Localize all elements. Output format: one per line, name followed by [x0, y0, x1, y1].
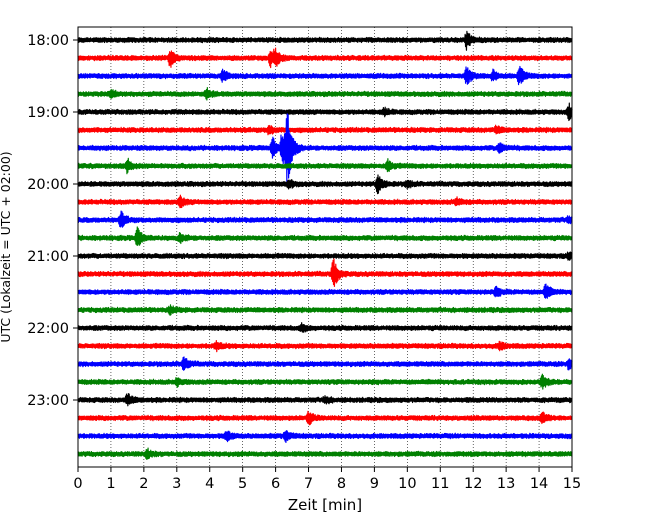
x-tick-label: 5: [238, 476, 247, 492]
y-tick-label: 21:00: [27, 249, 69, 265]
trace-2100: [77, 251, 573, 261]
x-tick-label: 7: [304, 476, 313, 492]
y-axis-ticks: 18:00 19:00 20:00 21:00 22:00 23:00: [27, 33, 78, 409]
y-axis-label: UTC (Lokalzeit = UTC + 02:00): [0, 151, 13, 342]
y-tick-label: 23:00: [27, 393, 69, 409]
trace-2000: [77, 174, 573, 195]
plot-frame: [77, 26, 573, 468]
trace-1900: [77, 102, 573, 122]
x-tick-label: 4: [205, 476, 214, 492]
trace-2030: [77, 210, 573, 228]
x-tick-label: 13: [497, 476, 515, 492]
trace-2200: [77, 322, 573, 333]
y-tick-label: 18:00: [27, 33, 69, 49]
x-tick-label: 14: [530, 476, 548, 492]
trace-2145: [77, 304, 573, 316]
trace-2345: [77, 447, 573, 460]
trace-1915: [77, 124, 573, 136]
x-axis-label: Zeit [min]: [288, 496, 362, 514]
x-tick-label: 1: [106, 476, 115, 492]
trace-2245: [77, 373, 573, 390]
x-tick-label: 9: [370, 476, 379, 492]
x-tick-label: 12: [464, 476, 482, 492]
trace-2300: [77, 393, 573, 407]
x-tick-label: 15: [563, 476, 581, 492]
y-tick-label: 19:00: [27, 105, 69, 121]
y-tick-label: 22:00: [27, 321, 69, 337]
trace-1815: [77, 47, 573, 69]
trace-1930: [77, 113, 573, 183]
trace-2315: [77, 410, 573, 426]
trace-2015: [77, 194, 573, 209]
x-tick-label: 8: [337, 476, 346, 492]
x-tick-label: 10: [398, 476, 416, 492]
x-tick-label: 6: [271, 476, 280, 492]
x-tick-label: 2: [139, 476, 148, 492]
trace-2045: [77, 226, 573, 246]
trace-2115: [77, 258, 573, 287]
trace-2215: [77, 340, 573, 353]
x-tick-label: 11: [431, 476, 449, 492]
y-tick-label: 20:00: [27, 177, 69, 193]
x-tick-label: 0: [73, 476, 82, 492]
trace-1800: [77, 30, 573, 51]
trace-1845: [77, 86, 573, 101]
trace-2330: [77, 430, 573, 444]
trace-2130: [77, 283, 573, 299]
trace-group: [77, 30, 573, 460]
trace-1945: [77, 157, 573, 175]
vertical-grid: [110, 27, 540, 467]
trace-1830: [77, 65, 573, 86]
x-tick-label: 3: [172, 476, 181, 492]
x-axis-ticks: 0 1 2 3 4 5 6 7 8 9 10 11 12 13 14 15: [73, 467, 581, 492]
trace-2230: [77, 356, 573, 371]
